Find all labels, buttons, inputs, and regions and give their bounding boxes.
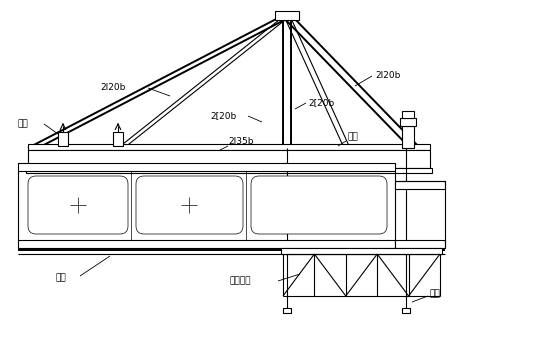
Bar: [402, 126, 414, 148]
Bar: [26, 168, 432, 173]
Text: 锚杆: 锚杆: [18, 119, 29, 128]
Text: 2[20b: 2[20b: [210, 111, 236, 120]
Bar: [275, 11, 299, 20]
Bar: [395, 181, 445, 189]
Text: 走板: 走板: [348, 133, 359, 142]
Text: 底模桁片: 底模桁片: [230, 276, 251, 285]
Text: 2[20b: 2[20b: [308, 99, 334, 108]
Bar: [283, 308, 291, 313]
Bar: [18, 240, 395, 248]
FancyBboxPatch shape: [136, 176, 243, 234]
Text: 2I35b: 2I35b: [228, 137, 254, 146]
Text: 架体: 架体: [55, 273, 66, 282]
Bar: [402, 111, 414, 118]
FancyBboxPatch shape: [251, 176, 387, 234]
Bar: [400, 118, 416, 126]
Text: 2I20b: 2I20b: [100, 83, 125, 92]
Bar: [113, 132, 123, 146]
Bar: [395, 240, 445, 248]
Bar: [58, 132, 68, 146]
FancyBboxPatch shape: [28, 176, 128, 234]
Bar: [18, 163, 395, 171]
Text: 2I20b: 2I20b: [375, 72, 400, 81]
Bar: [28, 144, 430, 150]
Bar: [281, 248, 442, 254]
Bar: [402, 308, 410, 313]
Text: 吊杆: 吊杆: [430, 290, 441, 299]
Bar: [28, 150, 430, 168]
